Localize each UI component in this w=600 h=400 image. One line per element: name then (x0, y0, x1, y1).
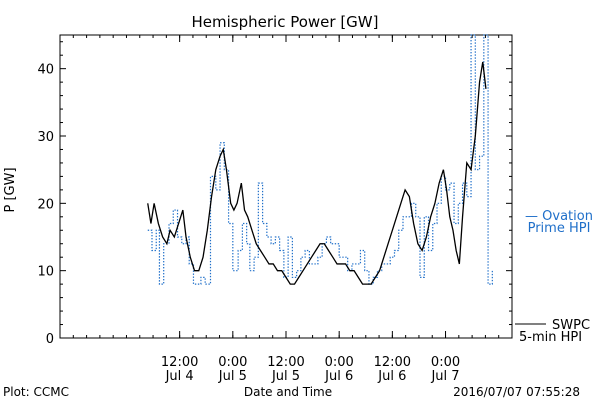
x-tick-label-time: 12:00 (161, 355, 198, 370)
footer: Plot: CCMC Date and Time 2016/07/07 07:5… (3, 385, 580, 399)
legend-swpc-line2: 5-min HPI (519, 330, 582, 345)
x-tick-label-time: 0:00 (218, 355, 247, 370)
x-tick-label-time: 12:00 (267, 355, 304, 370)
legend-ovation-line1: — Ovation (525, 209, 593, 224)
y-tick-label: 20 (37, 197, 54, 212)
series-layer (147, 34, 493, 285)
x-tick-label-date: Jul 5 (271, 369, 300, 384)
chart-title: Hemispheric Power [GW] (192, 13, 379, 31)
y-tick-label: 30 (37, 130, 54, 145)
x-tick-label-date: Jul 5 (218, 369, 247, 384)
series-line-swpc (147, 61, 487, 285)
plot-frame (59, 34, 513, 339)
x-tick-label-date: Jul 7 (430, 369, 459, 384)
legend-ovation-line2: Prime HPI (528, 221, 591, 236)
y-tick-label: 40 (37, 63, 54, 78)
y-axis-label: P [GW] (3, 167, 18, 212)
x-tick-label-date: Jul 4 (165, 369, 194, 384)
x-tick-label-time: 12:00 (374, 355, 411, 370)
x-axis-label: Date and Time (244, 385, 332, 399)
y-tick-label: 10 (37, 265, 54, 280)
x-tick-label-time: 0:00 (325, 355, 354, 370)
x-tick-label-time: 0:00 (431, 355, 460, 370)
y-tick-label: 0 (46, 332, 54, 347)
y-axis: 0 10 20 30 40 (37, 41, 512, 347)
legend: — Ovation Prime HPI SWPC 5-min HPI (515, 209, 593, 345)
x-tick-label-date: Jul 6 (324, 369, 353, 384)
footer-plot-credit: Plot: CCMC (3, 385, 69, 399)
series-line-ovation-prime (147, 34, 493, 285)
footer-timestamp: 2016/07/07 07:55:28 (453, 385, 580, 399)
legend-swpc-line1: SWPC (552, 318, 590, 333)
x-tick-label-date: Jul 6 (377, 369, 406, 384)
